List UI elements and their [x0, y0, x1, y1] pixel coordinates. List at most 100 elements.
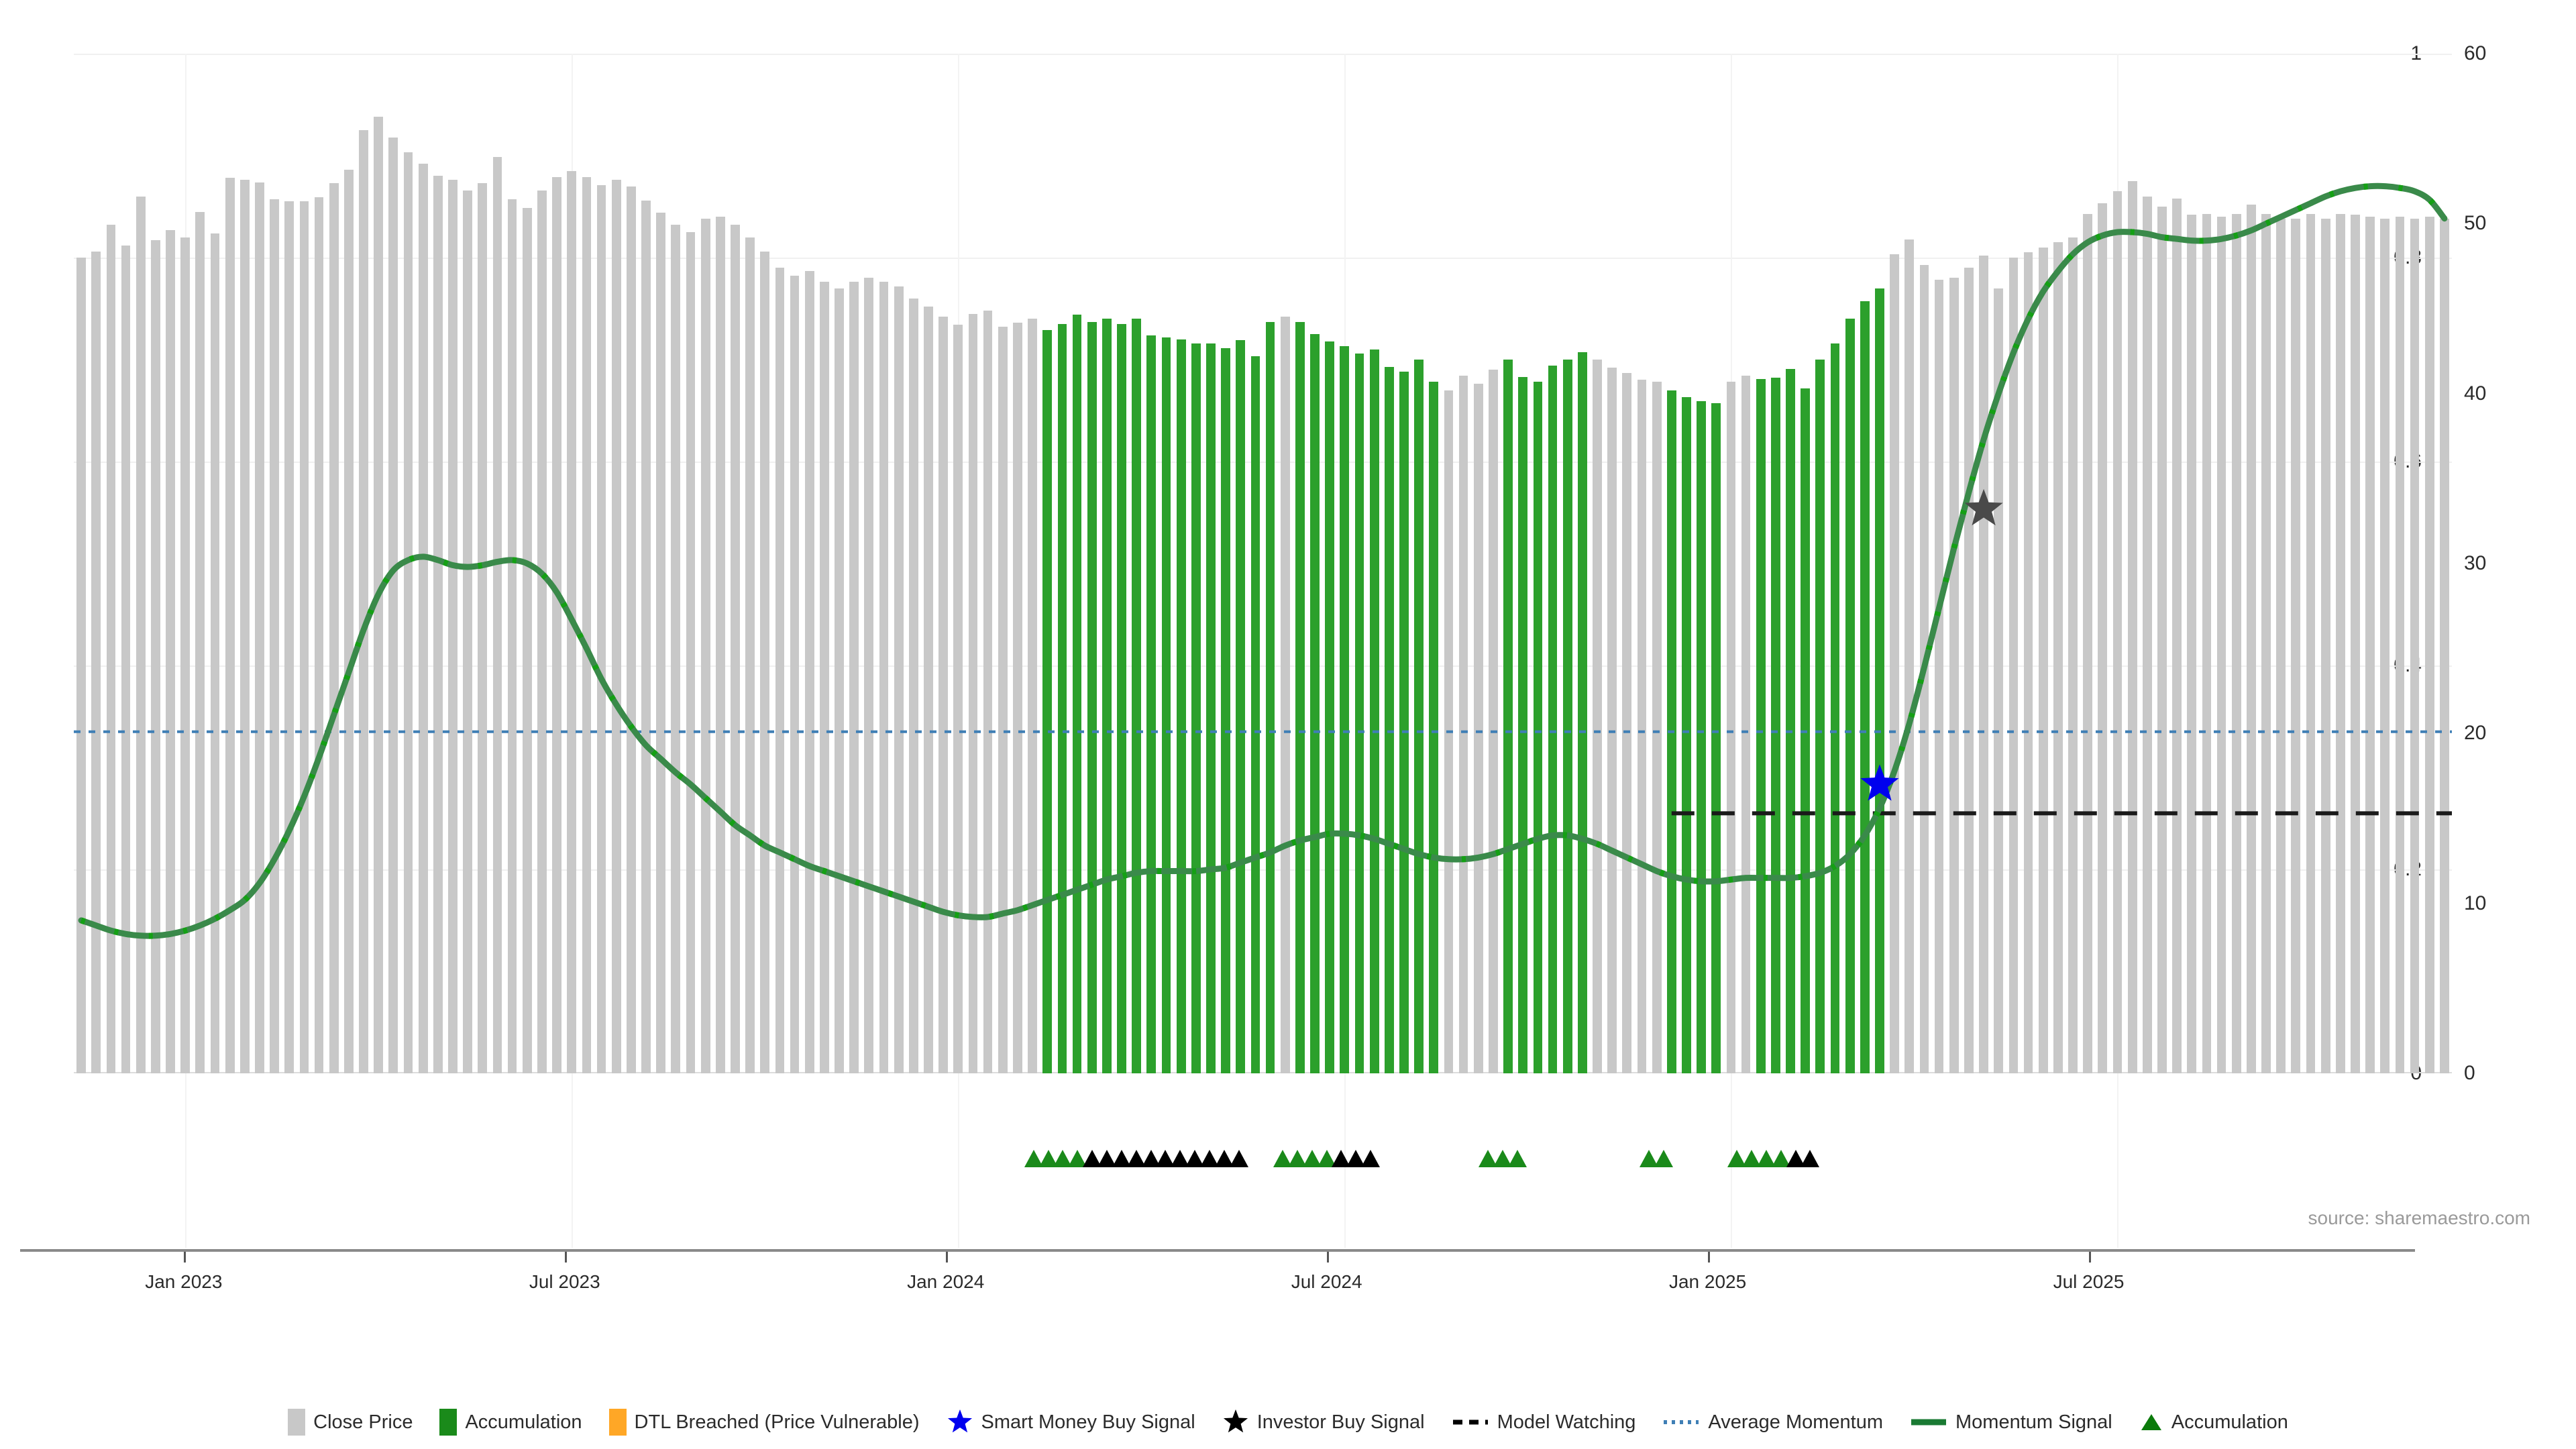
legend-item[interactable]: Momentum Signal [1910, 1409, 2112, 1436]
bar-close-price [656, 213, 666, 1073]
solid-line [1910, 1409, 1947, 1436]
bar-accumulation [1860, 301, 1870, 1073]
bar-accumulation [1072, 315, 1082, 1073]
accumulation-triangle-marker [1229, 1150, 1248, 1167]
bar-close-price [1028, 319, 1037, 1073]
bar-close-price [2320, 219, 2330, 1073]
bar-accumulation [1265, 321, 1275, 1073]
bar-close-price [1741, 376, 1751, 1073]
bar-accumulation [1711, 403, 1721, 1073]
bar-accumulation [1682, 397, 1691, 1073]
bar-close-price [1994, 288, 2004, 1073]
x-tick-label: Jan 2025 [1668, 1271, 1747, 1292]
bar-close-price [686, 232, 696, 1073]
bar-close-price [671, 225, 681, 1073]
bar-close-price [700, 219, 710, 1073]
y-right-tick-label: 50 [2464, 212, 2487, 235]
bar-close-price [210, 233, 220, 1073]
bar-close-price [150, 240, 160, 1073]
bar-close-price [2380, 219, 2390, 1073]
bar-close-price [2424, 217, 2434, 1073]
x-tick-mark [945, 1252, 948, 1263]
legend-item[interactable]: Investor Buy Signal [1222, 1409, 1425, 1436]
bar-accumulation [1354, 353, 1364, 1073]
bar-accumulation [1146, 335, 1157, 1073]
bar-accumulation [1384, 366, 1394, 1073]
smart-money-buy-signal-star[interactable] [1860, 764, 1899, 801]
bar-accumulation [1815, 360, 1825, 1073]
bar-close-price [492, 156, 502, 1073]
bar-close-price [106, 225, 116, 1073]
legend-item-label: Momentum Signal [1955, 1411, 2112, 1433]
bar-close-price [2365, 217, 2375, 1073]
bar-accumulation [1191, 343, 1201, 1073]
investor-buy-signal-star[interactable] [1964, 488, 2003, 526]
bar-close-price [1904, 239, 1915, 1073]
accumulation-triangle-strip [74, 1140, 2418, 1167]
bar-accumulation [1562, 360, 1572, 1073]
x-tick-label: Jul 2025 [2053, 1271, 2125, 1292]
bar-close-price [225, 178, 235, 1073]
bar-accumulation [1369, 349, 1379, 1073]
bar-accumulation [1310, 334, 1320, 1073]
bar-close-price [1964, 268, 1974, 1073]
legend-item[interactable]: Accumulation [2139, 1409, 2288, 1436]
legend-item-label: Average Momentum [1708, 1411, 1884, 1433]
y-left-tick-label: 1 [2388, 42, 2422, 65]
bar-close-price [611, 180, 621, 1073]
bar-close-price [908, 298, 918, 1073]
bar-accumulation [1429, 382, 1439, 1073]
legend-item[interactable]: Average Momentum [1662, 1409, 1883, 1436]
bar-accumulation [1176, 339, 1186, 1073]
bar-close-price [596, 185, 606, 1073]
bar-close-price [121, 245, 131, 1073]
legend-item-label: Accumulation [2171, 1411, 2288, 1433]
y-right-tick-label: 30 [2464, 552, 2487, 574]
gridline-horizontal [74, 665, 2452, 667]
bar-close-price [329, 183, 339, 1073]
bar-accumulation [1503, 360, 1513, 1073]
bar-close-price [1622, 372, 1632, 1073]
bar-close-price [284, 201, 294, 1073]
legend-item[interactable]: Smart Money Buy Signal [947, 1409, 1195, 1436]
x-tick-label: Jan 2024 [907, 1271, 985, 1292]
bar-accumulation [1340, 346, 1350, 1073]
bar-close-price [1607, 368, 1617, 1073]
bar-close-price [641, 200, 651, 1073]
bar-close-price [91, 251, 101, 1073]
bar-accumulation [1756, 378, 1766, 1073]
bar-close-price [2410, 219, 2420, 1073]
gridline-horizontal [74, 54, 2452, 55]
bar-accumulation [1548, 366, 1558, 1073]
bar-close-price [790, 276, 800, 1073]
bar-close-price [582, 176, 592, 1073]
bar-close-price [552, 176, 561, 1073]
bar-close-price [2276, 219, 2286, 1073]
y-right-tick-label: 40 [2464, 382, 2487, 405]
legend-item[interactable]: Accumulation [439, 1409, 582, 1436]
legend-item-label: DTL Breached (Price Vulnerable) [634, 1411, 920, 1433]
bar-accumulation [1206, 343, 1216, 1073]
square-swatch [608, 1409, 627, 1436]
bar-close-price [968, 313, 978, 1073]
bar-close-price [1280, 317, 1290, 1073]
bar-close-price [2038, 247, 2048, 1073]
x-tick-mark [183, 1252, 186, 1263]
bar-accumulation [1786, 368, 1795, 1073]
bar-close-price [1726, 382, 1736, 1073]
bar-close-price [255, 182, 264, 1073]
legend-item[interactable]: Model Watching [1452, 1409, 1635, 1436]
bar-close-price [924, 306, 933, 1073]
chart-legend: Close Price Accumulation DTL Breached (Pri… [0, 1409, 2576, 1436]
legend-item[interactable]: DTL Breached (Price Vulnerable) [608, 1409, 920, 1436]
bar-close-price [239, 180, 250, 1073]
bar-close-price [2216, 217, 2226, 1073]
legend-item[interactable]: Close Price [288, 1409, 413, 1436]
bar-close-price [1637, 380, 1647, 1073]
bar-close-price [998, 327, 1008, 1073]
bar-close-price [745, 237, 755, 1073]
bar-close-price [626, 186, 636, 1073]
bar-close-price [2053, 242, 2063, 1073]
bar-close-price [180, 237, 191, 1073]
